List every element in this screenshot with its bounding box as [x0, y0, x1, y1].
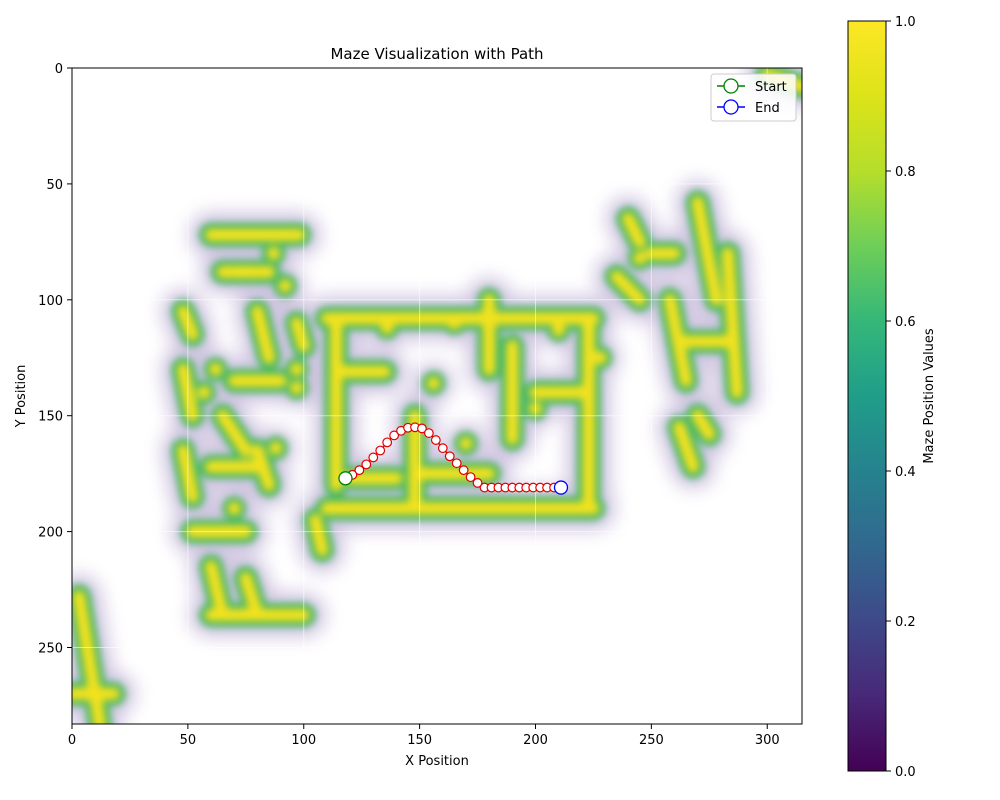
maze-dot-core-7	[236, 264, 251, 279]
x-axis-ticks: 0 50 100 150 200 250 300	[68, 724, 780, 748]
x-tick-label-3: 150	[407, 733, 432, 748]
x-tick-label-0: 0	[68, 733, 76, 748]
plot-area: 0 50 100 150 200 250 300 0 50 100 150 200 250	[38, 62, 803, 748]
maze-dot-core-8	[278, 278, 293, 293]
maze-core-layer	[72, 68, 802, 724]
path-point-14	[437, 443, 448, 454]
colorbar-tick-label-2: 0.4	[895, 465, 916, 480]
colorbar-gradient	[847, 20, 887, 772]
colorbar-tick-label-1: 0.2	[895, 615, 916, 630]
chart-title: Maze Visualization with Path	[330, 45, 543, 63]
path-point-7	[389, 430, 400, 441]
maze-wall-core-24	[216, 409, 253, 457]
x-tick-label-2: 100	[291, 733, 316, 748]
maze-wall-core-15	[239, 571, 264, 622]
grid-lines	[72, 68, 802, 724]
maze-dot-core-15	[289, 362, 304, 377]
maze-dot-core-0	[426, 376, 441, 391]
maze-dot-core-9	[266, 246, 281, 261]
legend-end-label: End	[755, 101, 780, 116]
y-tick-label-5: 250	[38, 642, 63, 657]
colorbar-label: Maze Position Values	[922, 328, 937, 464]
maze-dot-core-5	[458, 436, 473, 451]
y-tick-label-1: 50	[46, 178, 63, 193]
colorbar-tick-label-5: 1.0	[895, 15, 916, 30]
y-tick-label-0: 0	[55, 62, 63, 77]
path-point-4	[368, 452, 379, 463]
path-point-19	[472, 478, 483, 488]
path-point-17	[458, 465, 469, 476]
maze-dot-core-3	[447, 315, 462, 330]
maze-wall-core-37	[691, 409, 716, 441]
maze-dot-core-13	[593, 350, 608, 365]
end-marker	[553, 480, 569, 495]
x-axis-label: X Position	[405, 754, 469, 769]
path-point-15	[444, 451, 455, 462]
colorbar-tick-label-0: 0.0	[895, 765, 916, 780]
path-point-2	[354, 465, 365, 476]
maze-wall-core-29	[610, 270, 647, 307]
maze-wall-core-30	[621, 212, 647, 249]
colorbar: 0.0 0.2 0.4 0.6 0.8 1.0 Maze Position Values	[847, 15, 937, 780]
y-tick-label-2: 100	[38, 294, 63, 309]
maze-dot-core-16	[208, 362, 223, 377]
x-tick-label-4: 200	[523, 733, 548, 748]
path-point-12	[423, 428, 434, 438]
path-point-13	[430, 435, 441, 445]
y-axis-label: Y Position	[14, 365, 29, 429]
maze-wall-core-34	[691, 195, 723, 307]
maze-dot-core-11	[268, 441, 283, 456]
maze-wall-core-36	[672, 420, 700, 474]
legend: Start End	[710, 73, 797, 122]
maze-wall-core-11	[72, 590, 107, 724]
y-axis-ticks: 0 50 100 150 200 250	[38, 62, 72, 657]
y-tick-label-4: 200	[38, 526, 63, 541]
legend-start-marker	[723, 78, 739, 94]
maze-dot-core-12	[227, 501, 242, 516]
x-tick-label-5: 250	[639, 733, 664, 748]
legend-end-marker	[723, 99, 739, 115]
colorbar-tick-label-4: 0.8	[895, 165, 916, 180]
maze-wall-core-14	[204, 559, 230, 622]
maze-dot-core-10	[289, 380, 304, 395]
maze-wall-core-32	[663, 293, 693, 388]
legend-entry-end: End	[717, 99, 780, 116]
path-point-5	[375, 445, 386, 456]
colorbar-ticks: 0.0 0.2 0.4 0.6 0.8 1.0	[886, 15, 916, 780]
path-point-18	[465, 472, 476, 483]
maze-dot-core-6	[197, 385, 212, 400]
plot-frame	[71, 67, 803, 725]
legend-entry-start: Start	[717, 78, 787, 95]
x-tick-label-1: 50	[180, 733, 197, 748]
start-marker	[338, 471, 353, 486]
y-tick-label-3: 150	[38, 410, 63, 425]
maze-wall-core-35	[721, 246, 744, 400]
path-endpoints	[338, 471, 569, 495]
legend-start-label: Start	[755, 80, 787, 95]
maze-wall-core-28	[308, 513, 329, 557]
maze-wall-core-23	[250, 304, 276, 365]
maze-wall-core-27	[290, 316, 311, 353]
maze-wall-core-26	[250, 443, 276, 492]
path-point-11	[417, 423, 427, 434]
path-point-16	[451, 458, 462, 469]
x-tick-label-6: 300	[755, 733, 780, 748]
maze-dot-core-2	[551, 322, 566, 337]
maze-dot-core-4	[380, 320, 395, 335]
colorbar-tick-label-3: 0.6	[895, 315, 916, 330]
maze-dot-core-14	[632, 251, 647, 266]
path-point-6	[382, 437, 393, 448]
path-point-3	[361, 459, 372, 470]
